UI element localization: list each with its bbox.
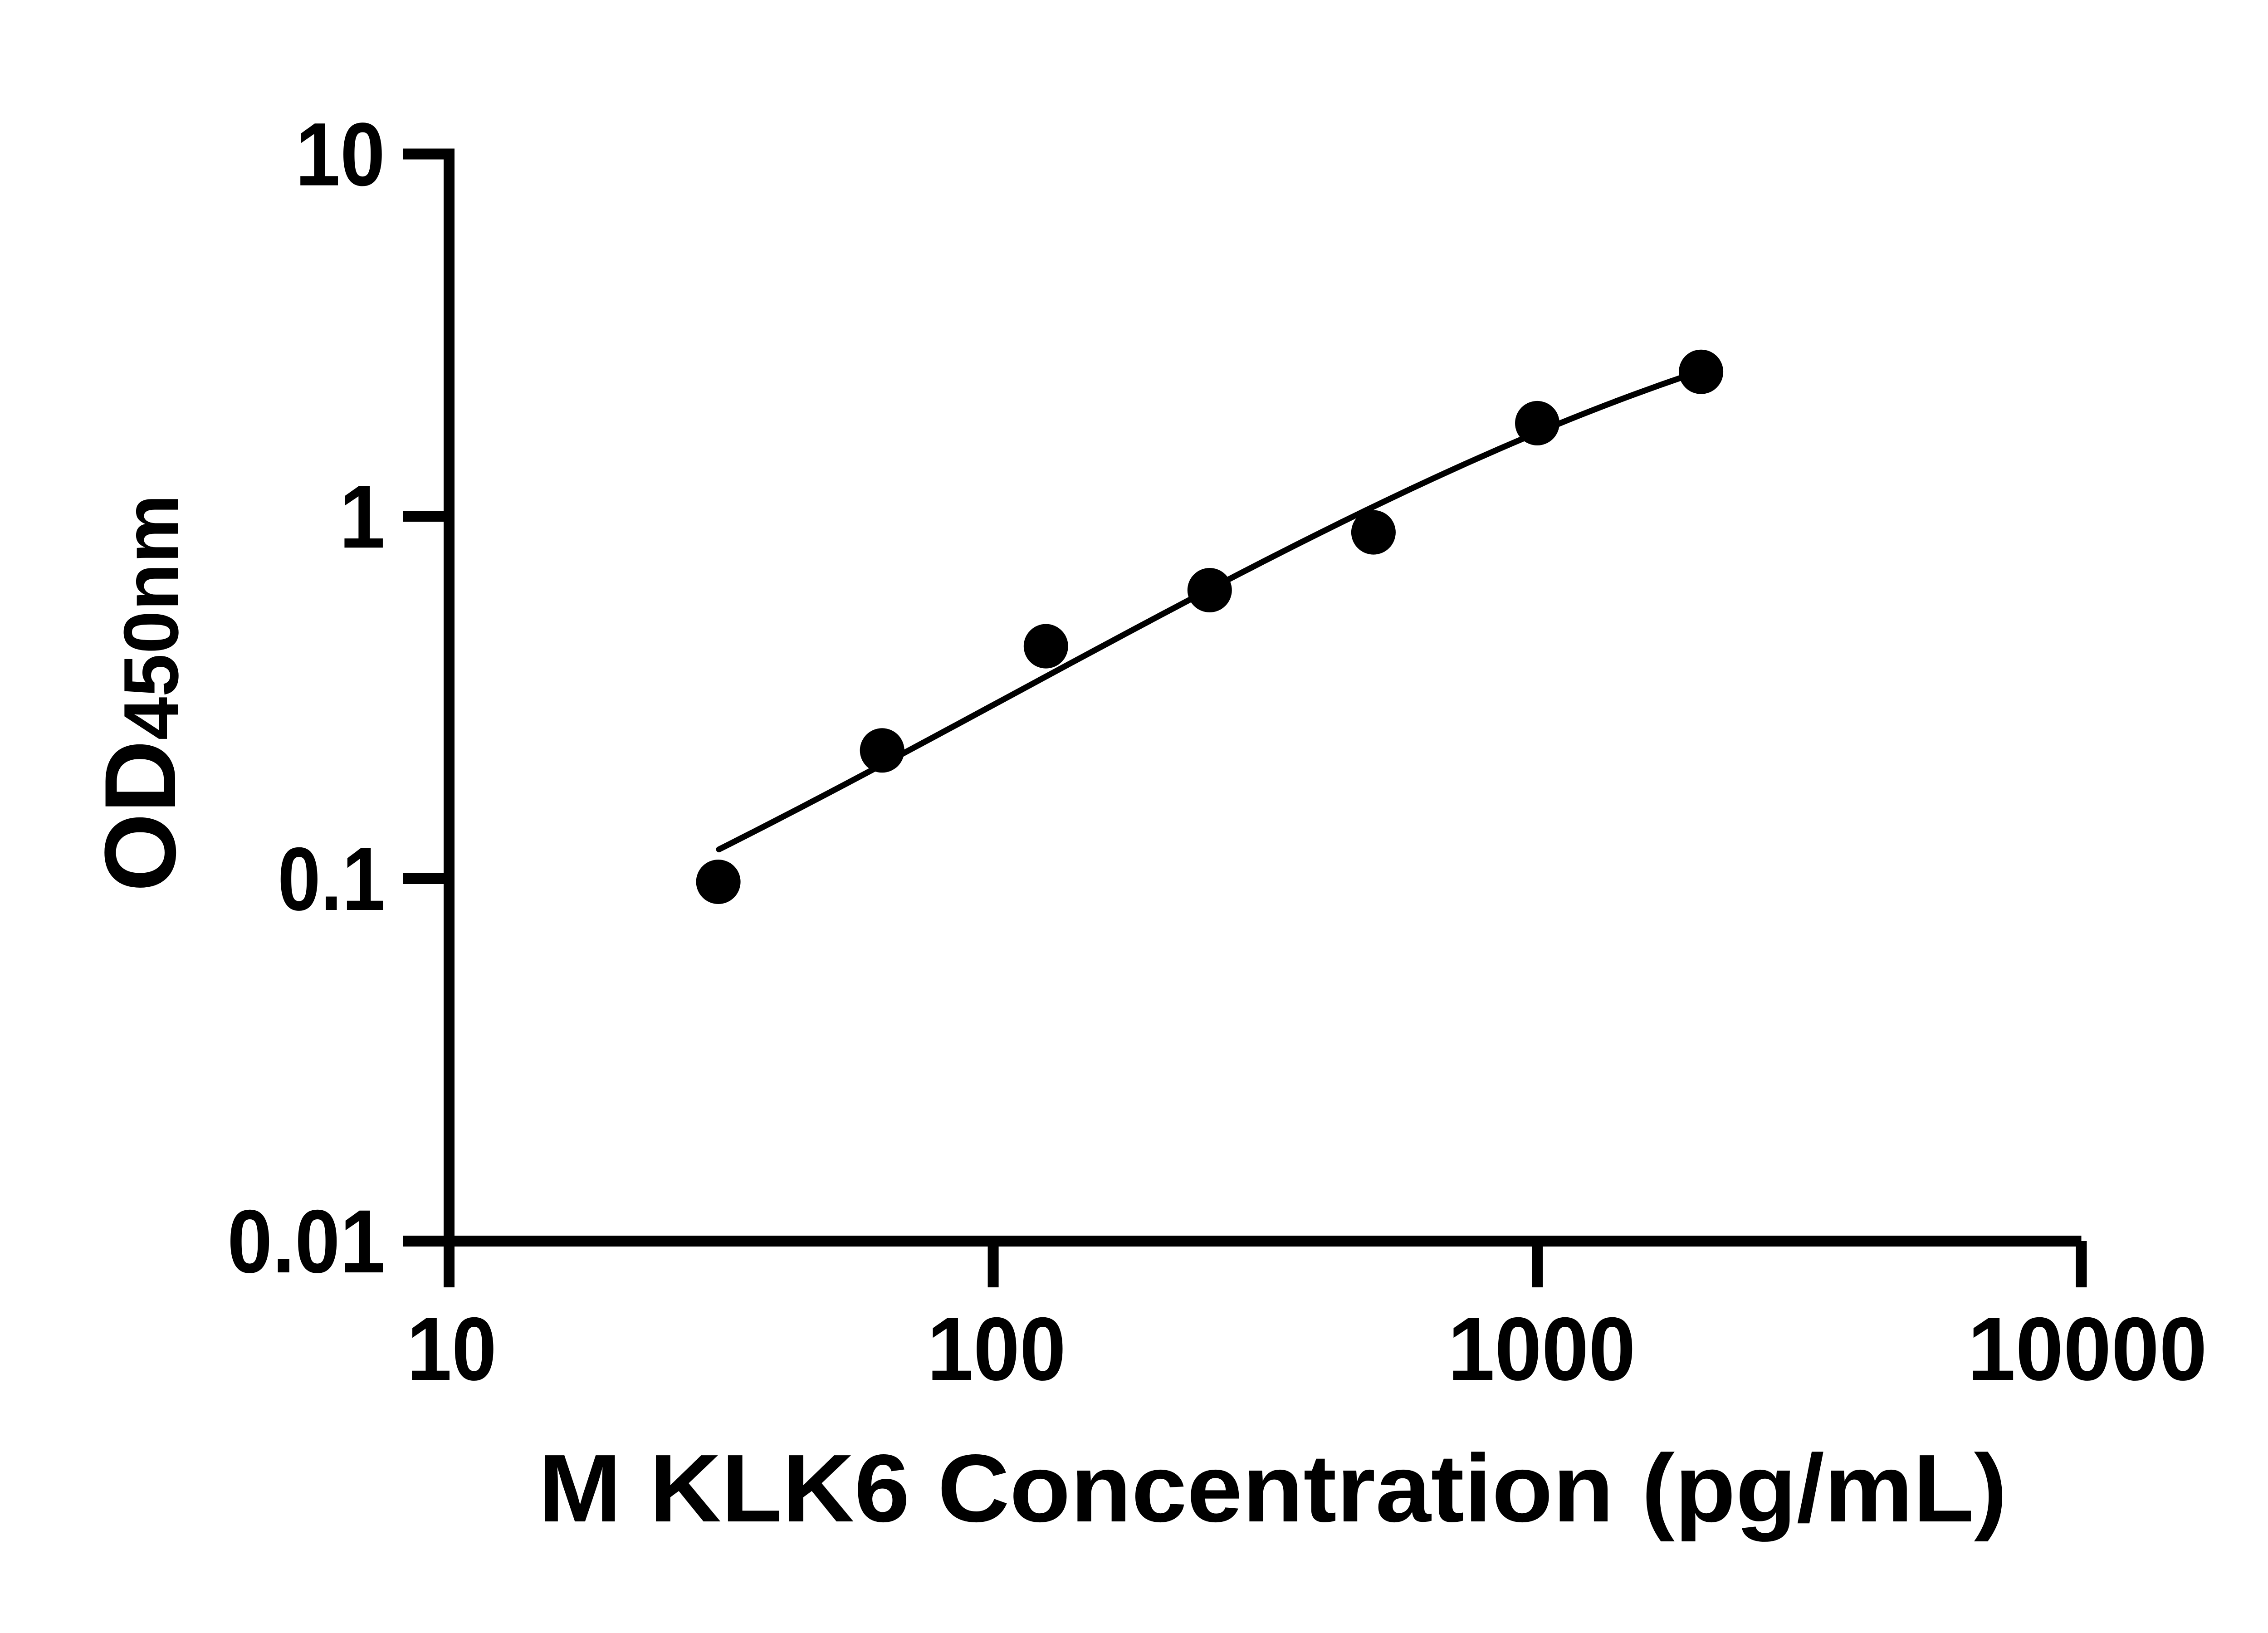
svg-text:1: 1 (339, 466, 385, 567)
svg-text:0.1: 0.1 (278, 829, 385, 929)
svg-text:M KLK6 Concentration (pg/mL): M KLK6 Concentration (pg/mL) (538, 1434, 2007, 1542)
svg-text:OD450nm: OD450nm (84, 494, 197, 892)
svg-text:100: 100 (927, 1299, 1066, 1399)
svg-text:0.01: 0.01 (227, 1191, 385, 1291)
svg-text:10: 10 (407, 1299, 497, 1399)
svg-text:1000: 1000 (1448, 1299, 1636, 1399)
svg-text:10000: 10000 (1968, 1299, 2207, 1399)
svg-text:10: 10 (295, 104, 385, 205)
